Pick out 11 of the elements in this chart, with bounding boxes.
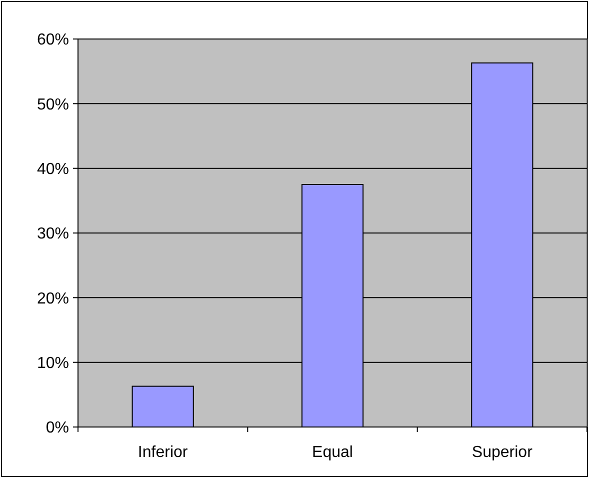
x-tick-label: Superior [472,444,534,461]
y-tick-label: 30% [36,226,69,243]
y-tick-label: 40% [36,160,69,178]
y-tick-label: 10% [36,354,69,372]
x-tick-label: Inferior [138,444,188,461]
y-tick-label: 50% [36,96,69,114]
bar [132,386,194,428]
y-tick-label: 20% [36,290,69,308]
x-tick-label: Equal [312,444,353,461]
y-tick-label: 0% [46,420,69,437]
y-tick-label: 60% [36,32,69,49]
